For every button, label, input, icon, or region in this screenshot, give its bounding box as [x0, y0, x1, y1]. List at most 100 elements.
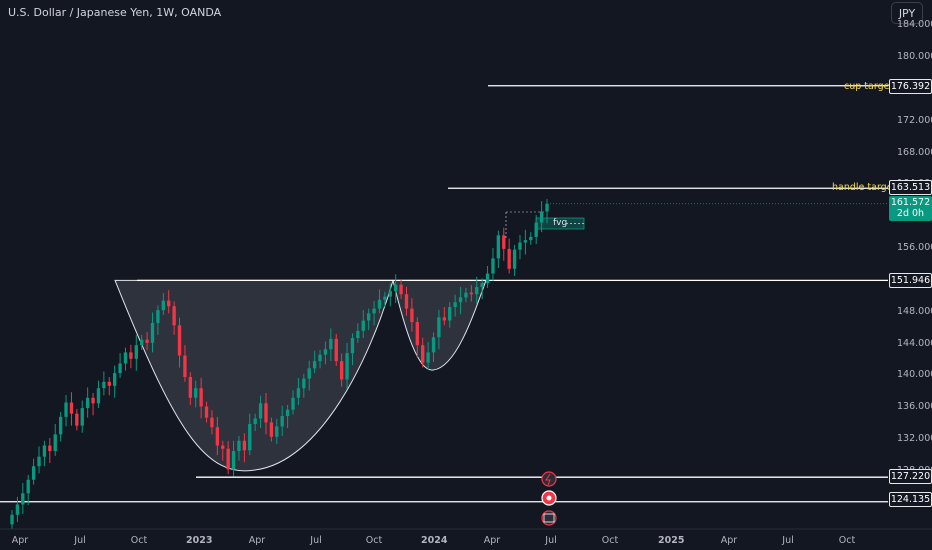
- candle-body: [388, 291, 392, 297]
- candle-body: [10, 514, 14, 525]
- candle-body: [15, 504, 20, 515]
- candle-body: [350, 338, 355, 354]
- candle-body: [394, 284, 398, 292]
- candle-body: [140, 339, 144, 346]
- y-tick-label: 136.000: [897, 401, 932, 413]
- candle-body: [253, 418, 257, 425]
- candle-body: [518, 242, 522, 250]
- candle-body: [199, 388, 203, 407]
- y-tick-label: 148.000: [897, 305, 932, 317]
- candle-body: [431, 337, 436, 353]
- candle-body: [226, 448, 230, 470]
- candle-body: [491, 258, 495, 274]
- candle-body: [334, 338, 338, 362]
- y-tick-label: 180.000: [897, 51, 932, 62]
- x-tick-label: Apr: [720, 535, 738, 546]
- bar-countdown: 2d 0h: [896, 208, 925, 219]
- x-tick-label: Apr: [483, 535, 501, 546]
- handle-target-label: handle target: [832, 182, 897, 193]
- cup-target-price: 176.392: [889, 79, 932, 94]
- candle-body: [507, 248, 511, 269]
- candle-body: [85, 397, 90, 409]
- candle-body: [448, 306, 452, 321]
- candle-body: [280, 416, 284, 427]
- resistance-price: 151.946: [889, 273, 932, 288]
- candle-body: [269, 422, 274, 437]
- candle-body: [194, 388, 198, 398]
- candle-body: [150, 322, 155, 343]
- candle-body: [91, 397, 95, 404]
- candle-body: [421, 345, 425, 363]
- event-icon-flash: [541, 471, 557, 487]
- handle-target-price: 163.513: [889, 180, 932, 195]
- cup-shape: [114, 279, 394, 472]
- candle-body: [523, 240, 528, 243]
- candle-body: [248, 424, 252, 451]
- candle-body: [361, 320, 365, 331]
- candle-body: [437, 317, 441, 338]
- candle-body: [21, 493, 25, 505]
- candle-body: [469, 292, 474, 295]
- x-tick-label: Jul: [782, 535, 794, 546]
- x-tick-label: Jul: [545, 535, 557, 546]
- candle-body: [177, 325, 182, 356]
- current-price: 161.572: [890, 197, 931, 208]
- x-tick-label: Oct: [130, 535, 148, 546]
- flag-icon: [543, 513, 555, 523]
- candle-body: [329, 338, 333, 350]
- candle-body: [383, 296, 387, 300]
- x-tick-label: Oct: [365, 535, 383, 546]
- candle-body: [442, 317, 446, 321]
- x-tick-label: 2023: [186, 535, 213, 546]
- y-tick-label: 184.000: [897, 19, 932, 31]
- support-price-2: 124.135: [889, 492, 932, 507]
- candle-body: [172, 306, 176, 326]
- candle-body: [53, 434, 57, 452]
- candle-body: [404, 294, 409, 309]
- support-price-1: 127.220: [889, 469, 932, 484]
- candle-body: [48, 445, 52, 452]
- currency-button[interactable]: JPY: [891, 2, 923, 24]
- candle-body: [377, 299, 382, 309]
- candle-body: [415, 322, 419, 346]
- candle-body: [210, 417, 214, 428]
- x-tick-label: Oct: [601, 535, 619, 546]
- x-tick-label: Jul: [74, 535, 86, 546]
- candle-body: [512, 249, 517, 269]
- y-tick-label: 168.000: [897, 146, 932, 158]
- fvg-label: fvg: [553, 218, 568, 228]
- candle-body: [496, 235, 501, 259]
- candle-body: [188, 377, 193, 398]
- candle-body: [231, 451, 236, 470]
- x-tick-label: Oct: [838, 535, 856, 546]
- candle-body: [480, 283, 484, 288]
- candle-body: [485, 273, 490, 284]
- candle-body: [502, 235, 506, 249]
- candle-body: [399, 284, 403, 295]
- candle-body: [464, 292, 468, 298]
- candle-body: [372, 308, 376, 314]
- candle-body: [221, 445, 225, 449]
- candle-body: [356, 330, 360, 339]
- alert-dot-icon: [546, 495, 552, 501]
- candle-body: [323, 349, 328, 355]
- candle-body: [345, 353, 349, 380]
- candle-body: [26, 479, 30, 494]
- candle-body: [129, 352, 133, 359]
- candle-body: [318, 354, 322, 362]
- candle-body: [275, 426, 279, 437]
- current-price-tag: 161.572 2d 0h: [889, 196, 932, 221]
- candle-body: [258, 403, 263, 419]
- candle-body: [31, 466, 36, 480]
- candle-body: [145, 339, 149, 343]
- x-tick-label: Jul: [310, 535, 322, 546]
- chart-title: U.S. Dollar / Japanese Yen, 1W, OANDA: [8, 6, 222, 19]
- flash-icon: [545, 473, 551, 486]
- candle-body: [312, 361, 317, 369]
- candle-body: [37, 456, 41, 467]
- candle-body: [339, 361, 344, 380]
- candle-body: [296, 388, 301, 398]
- candle-body: [204, 406, 209, 418]
- candle-body: [75, 413, 79, 426]
